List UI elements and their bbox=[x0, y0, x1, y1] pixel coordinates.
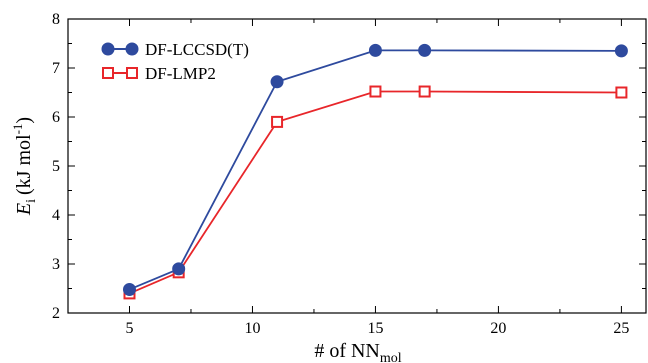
legend-item-1: DF-LMP2 bbox=[102, 64, 216, 83]
legend-label-1: DF-LMP2 bbox=[145, 64, 216, 83]
y-tick-label-6: 8 bbox=[52, 11, 60, 28]
y-axis-title: Ei(kJ mol-1) bbox=[10, 117, 39, 216]
data-point-1-4 bbox=[418, 85, 431, 98]
y-tick-label-2: 4 bbox=[52, 207, 60, 224]
x-tick-label-2: 15 bbox=[367, 320, 383, 337]
series-1 bbox=[123, 85, 628, 300]
series-0 bbox=[122, 43, 628, 296]
legend: DF-LCCSD(T) DF-LMP2 bbox=[101, 40, 249, 83]
data-point-0-0 bbox=[122, 282, 136, 296]
legend-marker-1-b bbox=[126, 67, 138, 79]
x-axis-title: # of NNmol bbox=[314, 340, 401, 363]
data-point-0-1 bbox=[172, 262, 186, 276]
y-tick-label-1: 3 bbox=[52, 256, 60, 273]
series-line-1 bbox=[129, 90, 622, 295]
data-point-0-2 bbox=[270, 75, 284, 89]
y-tick-label-3: 5 bbox=[52, 158, 60, 175]
x-tick-label-4: 25 bbox=[613, 320, 629, 337]
data-point-0-3 bbox=[368, 43, 382, 57]
data-point-0-4 bbox=[418, 43, 432, 57]
data-point-1-2 bbox=[271, 115, 284, 128]
data-point-1-3 bbox=[369, 85, 382, 98]
x-tick-label-3: 20 bbox=[490, 320, 506, 337]
legend-marker-0-b bbox=[125, 42, 139, 56]
series-layer bbox=[122, 43, 628, 300]
data-point-1-5 bbox=[615, 86, 628, 99]
series-line-0 bbox=[129, 49, 622, 291]
y-tick-label-4: 6 bbox=[52, 109, 60, 126]
legend-marker-1-a bbox=[102, 67, 114, 79]
y-tick-label-0: 2 bbox=[52, 305, 60, 322]
legend-item-0: DF-LCCSD(T) bbox=[101, 40, 249, 59]
data-point-0-5 bbox=[614, 44, 628, 58]
x-tick-label-0: 5 bbox=[125, 320, 133, 337]
y-tick-label-5: 7 bbox=[52, 60, 60, 77]
legend-marker-0-a bbox=[101, 42, 115, 56]
legend-label-0: DF-LCCSD(T) bbox=[145, 40, 249, 59]
axis-ticks: 5 10 15 20 25 2 3 4 5 6 7 8 bbox=[52, 11, 646, 337]
x-tick-label-1: 10 bbox=[244, 320, 260, 337]
